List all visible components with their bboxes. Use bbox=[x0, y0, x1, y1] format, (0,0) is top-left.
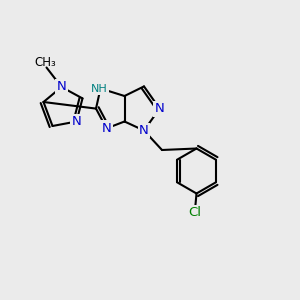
Text: CH₃: CH₃ bbox=[34, 56, 56, 70]
Text: NH: NH bbox=[91, 83, 107, 94]
Text: Cl: Cl bbox=[188, 206, 202, 220]
Text: N: N bbox=[72, 115, 81, 128]
Text: N: N bbox=[139, 124, 149, 137]
Text: N: N bbox=[102, 122, 111, 135]
Text: N: N bbox=[155, 102, 164, 115]
Text: N: N bbox=[57, 80, 66, 94]
